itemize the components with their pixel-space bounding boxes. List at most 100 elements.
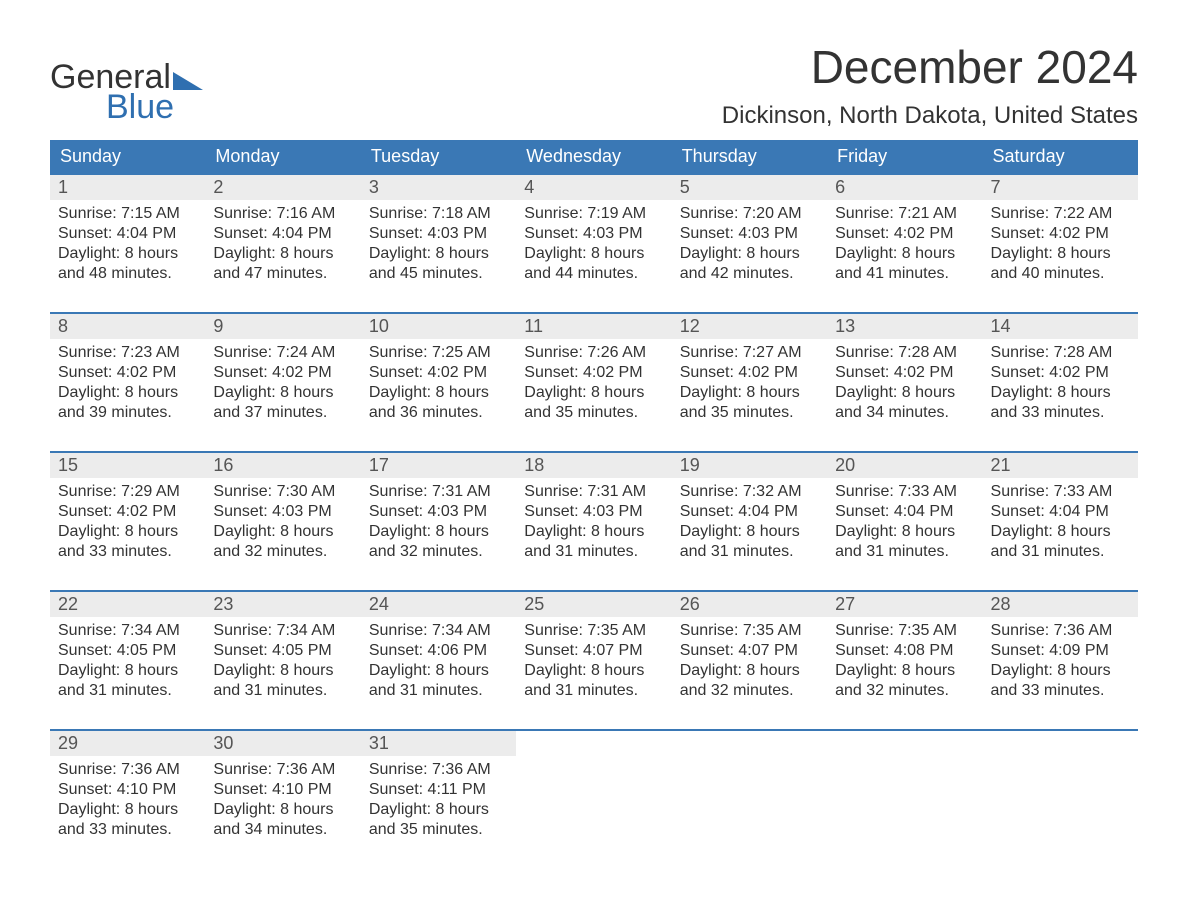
day-d1: Daylight: 8 hours bbox=[835, 522, 974, 542]
day-content: Sunrise: 7:32 AMSunset: 4:04 PMDaylight:… bbox=[672, 478, 827, 590]
day-sunset: Sunset: 4:09 PM bbox=[991, 641, 1130, 661]
calendar-cell: 13Sunrise: 7:28 AMSunset: 4:02 PMDayligh… bbox=[827, 313, 982, 452]
day-d2: and 32 minutes. bbox=[369, 542, 508, 562]
weekday-header: Thursday bbox=[672, 140, 827, 174]
day-content: Sunrise: 7:27 AMSunset: 4:02 PMDaylight:… bbox=[672, 339, 827, 451]
day-sunset: Sunset: 4:02 PM bbox=[213, 363, 352, 383]
day-d1: Daylight: 8 hours bbox=[524, 383, 663, 403]
day-sunset: Sunset: 4:05 PM bbox=[213, 641, 352, 661]
day-sunset: Sunset: 4:03 PM bbox=[369, 502, 508, 522]
calendar-cell: 21Sunrise: 7:33 AMSunset: 4:04 PMDayligh… bbox=[983, 452, 1138, 591]
day-sunset: Sunset: 4:04 PM bbox=[991, 502, 1130, 522]
day-d2: and 31 minutes. bbox=[991, 542, 1130, 562]
day-sunset: Sunset: 4:02 PM bbox=[991, 363, 1130, 383]
day-sunset: Sunset: 4:10 PM bbox=[213, 780, 352, 800]
day-number: 27 bbox=[827, 592, 982, 617]
day-number: 6 bbox=[827, 175, 982, 200]
day-d2: and 32 minutes. bbox=[213, 542, 352, 562]
day-number: 19 bbox=[672, 453, 827, 478]
day-d2: and 48 minutes. bbox=[58, 264, 197, 284]
day-number: 10 bbox=[361, 314, 516, 339]
day-d2: and 33 minutes. bbox=[991, 681, 1130, 701]
day-sunrise: Sunrise: 7:23 AM bbox=[58, 343, 197, 363]
day-content: Sunrise: 7:28 AMSunset: 4:02 PMDaylight:… bbox=[827, 339, 982, 451]
location-text: Dickinson, North Dakota, United States bbox=[722, 102, 1138, 130]
day-d2: and 37 minutes. bbox=[213, 403, 352, 423]
day-d2: and 39 minutes. bbox=[58, 403, 197, 423]
day-sunset: Sunset: 4:02 PM bbox=[835, 363, 974, 383]
day-sunset: Sunset: 4:03 PM bbox=[680, 224, 819, 244]
day-sunrise: Sunrise: 7:27 AM bbox=[680, 343, 819, 363]
day-d2: and 34 minutes. bbox=[835, 403, 974, 423]
calendar-cell: 28Sunrise: 7:36 AMSunset: 4:09 PMDayligh… bbox=[983, 591, 1138, 730]
day-content: Sunrise: 7:35 AMSunset: 4:07 PMDaylight:… bbox=[672, 617, 827, 729]
day-d1: Daylight: 8 hours bbox=[369, 383, 508, 403]
day-content: Sunrise: 7:21 AMSunset: 4:02 PMDaylight:… bbox=[827, 200, 982, 312]
page-header: General Blue December 2024 Dickinson, No… bbox=[50, 40, 1138, 130]
day-d2: and 35 minutes. bbox=[524, 403, 663, 423]
day-sunrise: Sunrise: 7:32 AM bbox=[680, 482, 819, 502]
day-number: 31 bbox=[361, 731, 516, 756]
day-content: Sunrise: 7:31 AMSunset: 4:03 PMDaylight:… bbox=[361, 478, 516, 590]
day-number: 15 bbox=[50, 453, 205, 478]
day-d1: Daylight: 8 hours bbox=[991, 383, 1130, 403]
day-sunrise: Sunrise: 7:19 AM bbox=[524, 204, 663, 224]
calendar-week: 1Sunrise: 7:15 AMSunset: 4:04 PMDaylight… bbox=[50, 174, 1138, 313]
day-d2: and 36 minutes. bbox=[369, 403, 508, 423]
calendar-cell bbox=[983, 730, 1138, 868]
day-sunset: Sunset: 4:03 PM bbox=[369, 224, 508, 244]
day-d1: Daylight: 8 hours bbox=[680, 383, 819, 403]
day-d1: Daylight: 8 hours bbox=[680, 522, 819, 542]
calendar-cell: 10Sunrise: 7:25 AMSunset: 4:02 PMDayligh… bbox=[361, 313, 516, 452]
day-d1: Daylight: 8 hours bbox=[213, 522, 352, 542]
day-sunset: Sunset: 4:03 PM bbox=[213, 502, 352, 522]
day-content: Sunrise: 7:25 AMSunset: 4:02 PMDaylight:… bbox=[361, 339, 516, 451]
weekday-header: Friday bbox=[827, 140, 982, 174]
day-content: Sunrise: 7:24 AMSunset: 4:02 PMDaylight:… bbox=[205, 339, 360, 451]
day-number bbox=[516, 731, 671, 756]
day-d1: Daylight: 8 hours bbox=[524, 244, 663, 264]
calendar-cell: 18Sunrise: 7:31 AMSunset: 4:03 PMDayligh… bbox=[516, 452, 671, 591]
calendar-cell: 22Sunrise: 7:34 AMSunset: 4:05 PMDayligh… bbox=[50, 591, 205, 730]
day-sunrise: Sunrise: 7:25 AM bbox=[369, 343, 508, 363]
day-d1: Daylight: 8 hours bbox=[369, 800, 508, 820]
day-d1: Daylight: 8 hours bbox=[991, 522, 1130, 542]
day-number: 20 bbox=[827, 453, 982, 478]
day-d2: and 31 minutes. bbox=[524, 681, 663, 701]
calendar-thead: Sunday Monday Tuesday Wednesday Thursday… bbox=[50, 140, 1138, 174]
day-number bbox=[827, 731, 982, 756]
day-d2: and 42 minutes. bbox=[680, 264, 819, 284]
calendar-cell: 17Sunrise: 7:31 AMSunset: 4:03 PMDayligh… bbox=[361, 452, 516, 591]
day-sunrise: Sunrise: 7:34 AM bbox=[369, 621, 508, 641]
day-d1: Daylight: 8 hours bbox=[213, 800, 352, 820]
day-number: 21 bbox=[983, 453, 1138, 478]
day-sunrise: Sunrise: 7:30 AM bbox=[213, 482, 352, 502]
month-title: December 2024 bbox=[722, 40, 1138, 94]
calendar-cell: 20Sunrise: 7:33 AMSunset: 4:04 PMDayligh… bbox=[827, 452, 982, 591]
day-content: Sunrise: 7:36 AMSunset: 4:09 PMDaylight:… bbox=[983, 617, 1138, 729]
day-sunset: Sunset: 4:02 PM bbox=[991, 224, 1130, 244]
calendar-week: 15Sunrise: 7:29 AMSunset: 4:02 PMDayligh… bbox=[50, 452, 1138, 591]
day-number: 22 bbox=[50, 592, 205, 617]
calendar-cell: 24Sunrise: 7:34 AMSunset: 4:06 PMDayligh… bbox=[361, 591, 516, 730]
day-number: 29 bbox=[50, 731, 205, 756]
calendar-week: 8Sunrise: 7:23 AMSunset: 4:02 PMDaylight… bbox=[50, 313, 1138, 452]
day-d2: and 45 minutes. bbox=[369, 264, 508, 284]
day-sunrise: Sunrise: 7:15 AM bbox=[58, 204, 197, 224]
day-d1: Daylight: 8 hours bbox=[369, 522, 508, 542]
day-content: Sunrise: 7:20 AMSunset: 4:03 PMDaylight:… bbox=[672, 200, 827, 312]
day-number: 7 bbox=[983, 175, 1138, 200]
day-d2: and 35 minutes. bbox=[680, 403, 819, 423]
calendar-cell: 19Sunrise: 7:32 AMSunset: 4:04 PMDayligh… bbox=[672, 452, 827, 591]
day-sunrise: Sunrise: 7:28 AM bbox=[835, 343, 974, 363]
calendar-cell: 12Sunrise: 7:27 AMSunset: 4:02 PMDayligh… bbox=[672, 313, 827, 452]
calendar-cell: 16Sunrise: 7:30 AMSunset: 4:03 PMDayligh… bbox=[205, 452, 360, 591]
day-d2: and 31 minutes. bbox=[835, 542, 974, 562]
day-d1: Daylight: 8 hours bbox=[58, 661, 197, 681]
day-sunrise: Sunrise: 7:21 AM bbox=[835, 204, 974, 224]
day-sunset: Sunset: 4:06 PM bbox=[369, 641, 508, 661]
calendar-cell bbox=[672, 730, 827, 868]
day-number: 28 bbox=[983, 592, 1138, 617]
day-content bbox=[672, 756, 827, 846]
day-d1: Daylight: 8 hours bbox=[680, 244, 819, 264]
